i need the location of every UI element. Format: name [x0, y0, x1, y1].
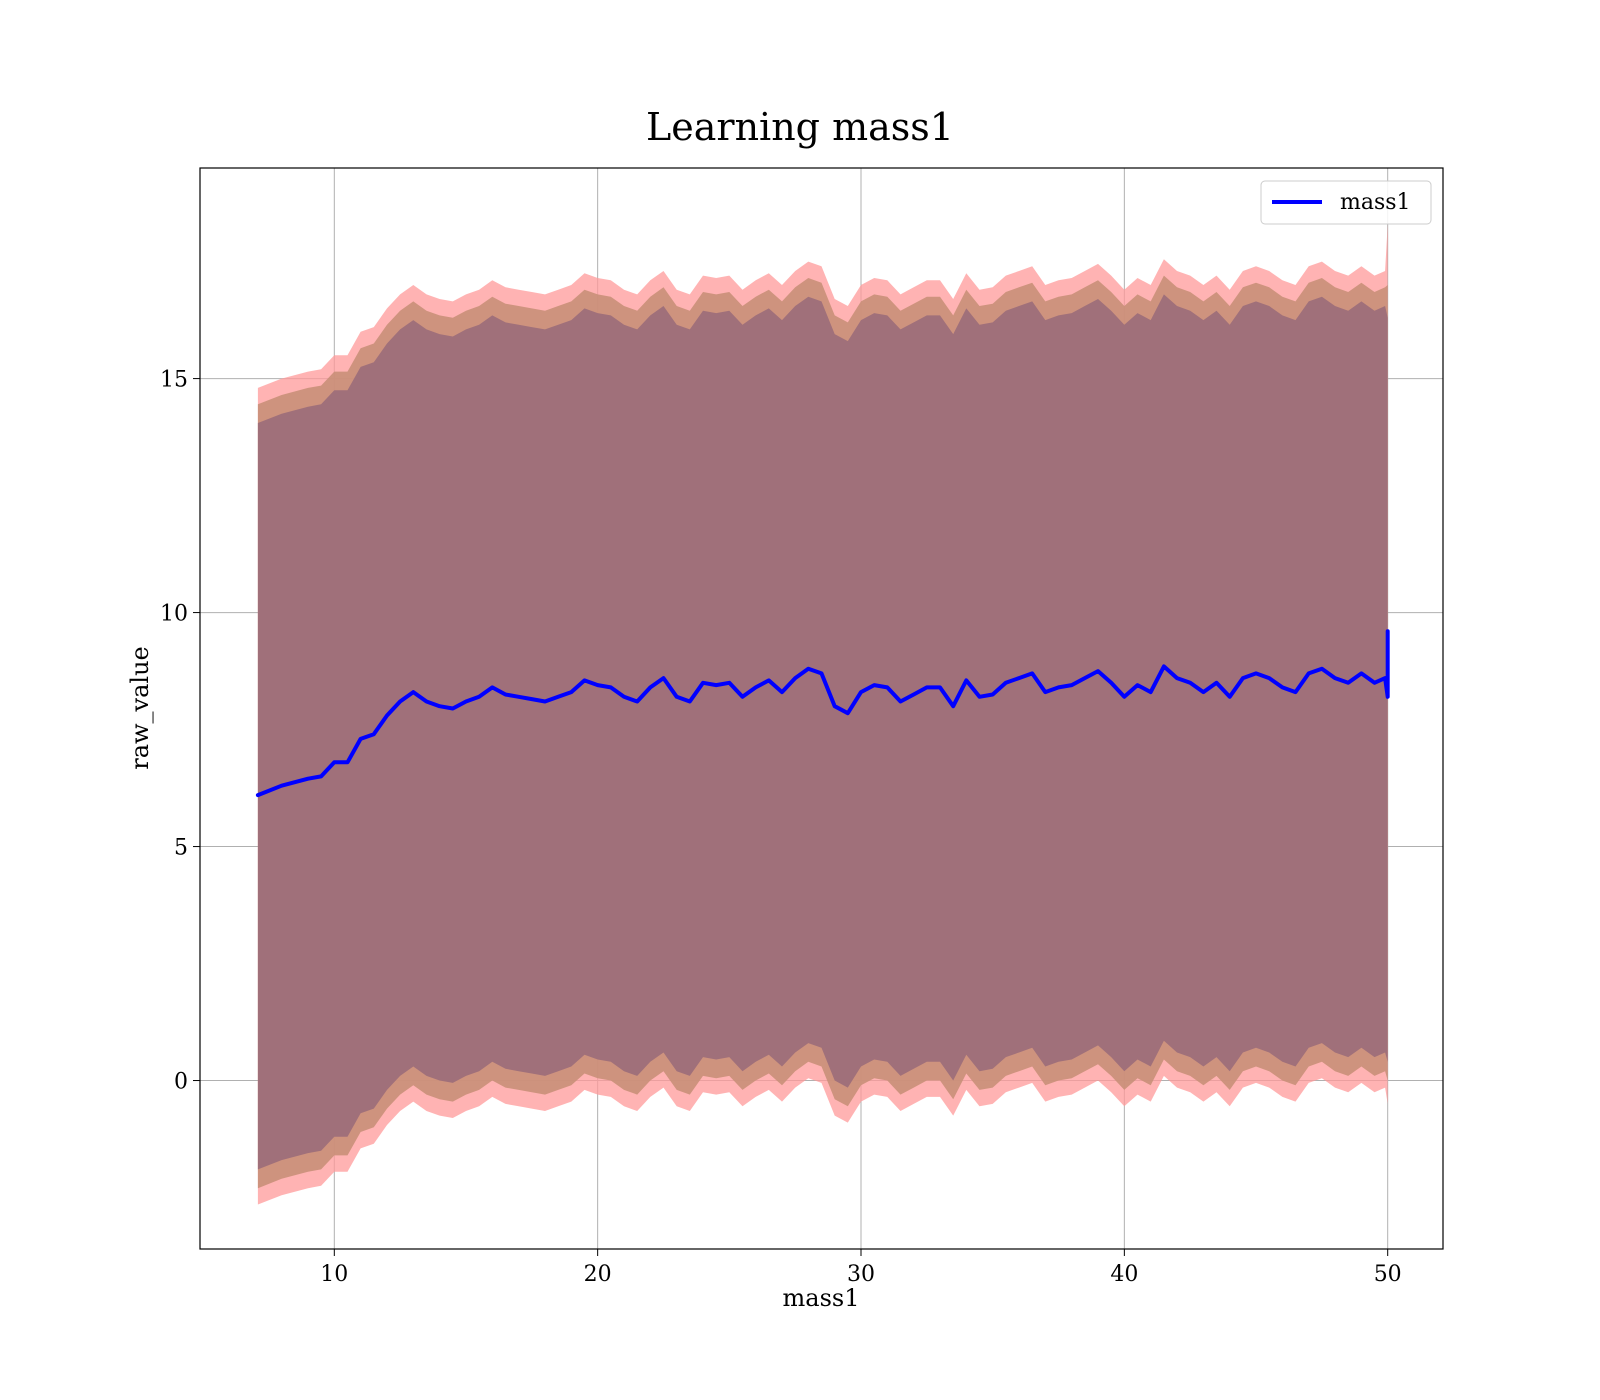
series-line-mass1 — [255, 629, 1390, 798]
x-tick-label-50: 50 — [1374, 1262, 1402, 1287]
x-tick-label-40: 40 — [1110, 1262, 1138, 1287]
x-axis-label: mass1 — [783, 1284, 860, 1312]
y-tick-label-5: 5 — [174, 836, 188, 861]
plot-frame — [199, 167, 1444, 1250]
y-tick-label-15: 15 — [160, 368, 188, 393]
y-axis-label: raw_value — [126, 646, 154, 770]
legend: mass1 — [1260, 180, 1432, 225]
legend-label-mass1: mass1 — [1340, 190, 1411, 215]
x-tick-label-20: 20 — [584, 1262, 612, 1287]
legend-box — [1260, 180, 1432, 225]
confidence-bands — [257, 224, 1388, 1205]
x-tick-label-10: 10 — [320, 1262, 348, 1287]
chart-title: Learning mass1 — [646, 105, 954, 149]
series-lines — [255, 629, 1390, 798]
y-tick-label-10: 10 — [160, 602, 188, 627]
ticks: 10 20 30 40 50 0 5 10 15 — [160, 368, 1402, 1287]
y-tick-label-0: 0 — [174, 1070, 188, 1095]
x-tick-label-30: 30 — [847, 1262, 875, 1287]
band-inner — [257, 294, 1388, 1170]
